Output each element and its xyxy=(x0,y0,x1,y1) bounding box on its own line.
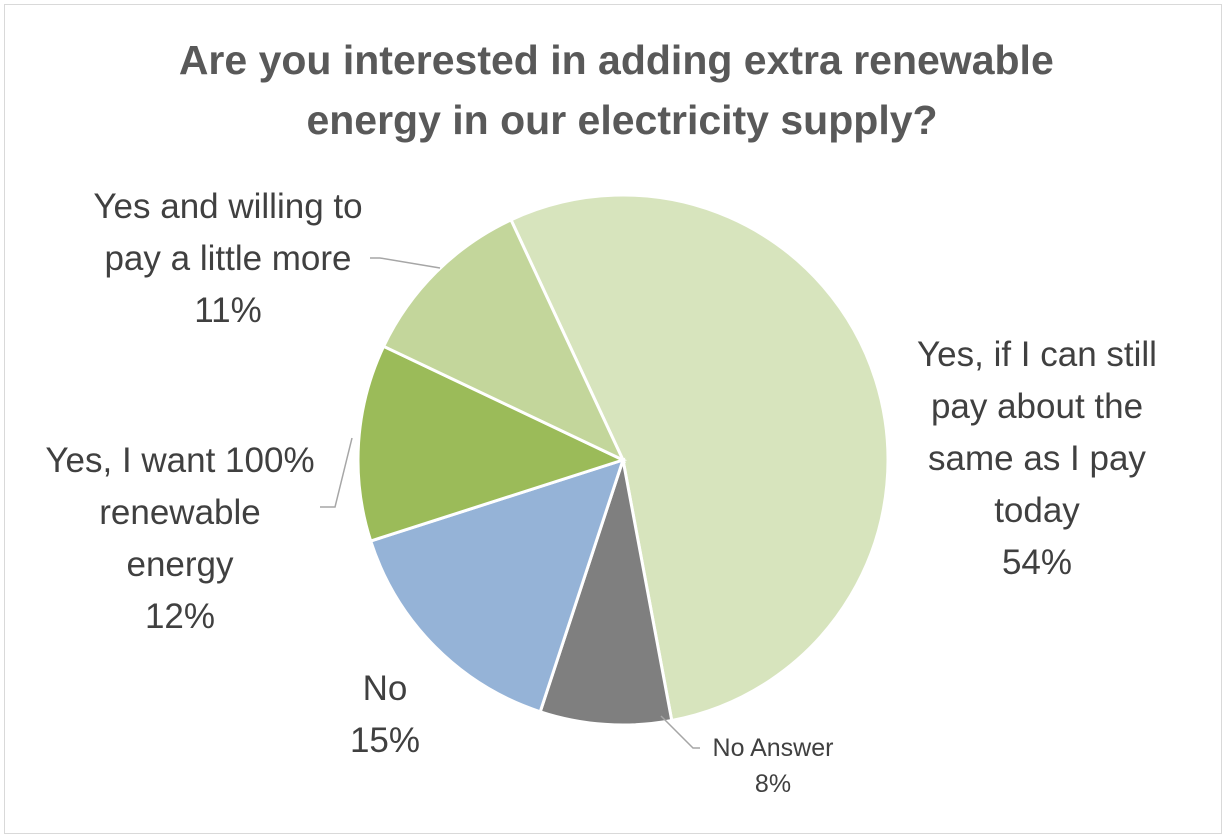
leader-lines xyxy=(320,257,700,749)
data-label-0: Yes, if I can still pay about the same as … xyxy=(917,335,1157,582)
data-label-line-1-0: No Answer xyxy=(713,734,834,762)
data-labels: Yes, if I can still pay about the same as … xyxy=(45,187,1157,798)
data-label-value-4: 11% xyxy=(194,291,261,330)
chart-title: Are you interested in adding extra renew… xyxy=(179,37,1065,143)
data-label-value-0: 54% xyxy=(1002,543,1072,582)
data-label-3: Yes, I want 100% renewable energy 12% xyxy=(45,441,314,636)
data-label-value-2: 15% xyxy=(350,721,420,760)
pie-slice-1 xyxy=(538,459,674,727)
data-label-1: No Answer 8% xyxy=(713,734,834,798)
data-label-line-4-1: pay a little more xyxy=(104,239,351,278)
leader-line-4 xyxy=(370,257,441,269)
data-label-line-3-0: Yes, I want 100% xyxy=(45,441,314,480)
chart-title-line-2: energy in our electricity supply? xyxy=(306,97,937,143)
data-label-value-1: 8% xyxy=(755,770,791,798)
pie-slices xyxy=(356,193,890,727)
pie-slice-4 xyxy=(381,217,627,464)
data-label-line-0-0: Yes, if I can still xyxy=(917,335,1157,374)
data-label-line-0-3: today xyxy=(994,491,1080,530)
data-label-line-4-0: Yes and willing to xyxy=(93,187,362,226)
data-label-line-0-2: same as I pay xyxy=(928,439,1146,478)
leader-line-3 xyxy=(320,437,353,508)
pie-slice-2 xyxy=(368,457,626,714)
data-label-line-2-0: No xyxy=(363,669,408,708)
data-label-value-3: 12% xyxy=(145,597,215,636)
pie-chart: Are you interested in adding extra renew… xyxy=(45,37,1157,798)
chart-title-line-1: Are you interested in adding extra renew… xyxy=(179,37,1054,83)
leader-line-1 xyxy=(660,715,700,749)
pie-slice-3 xyxy=(356,344,628,543)
data-label-4: Yes and willing to pay a little more 11% xyxy=(93,187,362,330)
data-label-line-0-1: pay about the xyxy=(931,387,1143,426)
data-label-line-3-2: energy xyxy=(126,545,234,584)
data-label-2: No 15% xyxy=(350,669,420,760)
data-label-line-3-1: renewable xyxy=(99,493,261,532)
pie-slice-0 xyxy=(509,193,890,723)
